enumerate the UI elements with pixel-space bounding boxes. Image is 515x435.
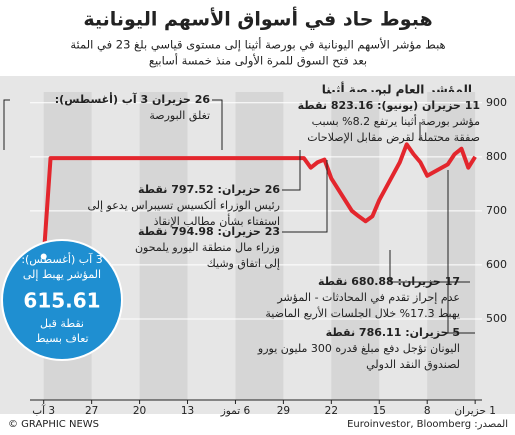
week-stripe (235, 92, 284, 400)
x-tick-label: 29 (277, 405, 290, 417)
week-stripe (331, 92, 380, 400)
x-tick-label: 20 (133, 405, 146, 417)
annotation: 5 حزيران: 786.11 نقطة (326, 326, 460, 339)
leader-line (447, 170, 475, 334)
annotation: تغلق البورصة (149, 109, 210, 123)
annotation: صفقة محتملة لقرض مقابل الإصلاحات (307, 131, 480, 144)
annotation: عدم إحراز تقدم في المحادثات - المؤشر (276, 291, 460, 304)
callout-text: تعاف بسيط (35, 332, 88, 345)
annotation: 26 حزيران: 797.52 نقطة (138, 183, 280, 196)
y-tick-label: 700 (486, 204, 507, 217)
annotation: يهبط 17.3% خلال الجلسات الأربع الماضية (265, 306, 460, 320)
x-tick-label: 15 (373, 405, 386, 417)
leader-line (282, 150, 301, 191)
annotation: 17 حزيران: 680.88 نقطة (318, 275, 460, 288)
leader-line (389, 250, 470, 283)
leader-line (3, 99, 10, 150)
annotation: مؤشر بورصة أثينا يرتفع 8.2% بسبب (312, 114, 480, 128)
callout-text: نقطة قبل (40, 317, 84, 330)
annotation: اليونان تؤجل دفع مبلغ قدره 300 مليون يور… (257, 342, 460, 355)
x-tick-label: 8 (424, 405, 431, 417)
callout-text: 3 آب (أغسطس): (21, 252, 102, 266)
callout-text: المؤشر يهبط إلى (23, 268, 101, 281)
source: المصدر: Euroinvestor, Bloomberg (347, 419, 508, 430)
annotation: لصندوق النقد الدولي (366, 358, 460, 371)
week-stripe (139, 92, 188, 400)
annotation: رئيس الوزراء ألكسيس تسيبراس يدعو إلى (87, 198, 280, 212)
x-tick-label: 27 (85, 405, 98, 417)
y-tick-label: 900 (486, 96, 507, 109)
leader-line (282, 160, 328, 233)
annotation: 11 حزيران (يونيو): 823.16 نقطة (298, 99, 480, 112)
chart-title: هبوط حاد في أسواق الأسهم اليونانية (83, 7, 432, 31)
callout-point (40, 253, 47, 260)
subtitle: بعد فتح السوق للمرة الأولى منذ خمسة أساب… (149, 53, 367, 69)
leader-lines (3, 99, 475, 334)
x-tick-label: 22 (325, 405, 338, 417)
annotation: إلى اتفاق وشيك (207, 257, 280, 270)
callout-value: 615.61 (23, 289, 100, 313)
leader-line (212, 99, 223, 150)
x-tick-label: 6 تموز (220, 405, 251, 417)
credit: © GRAPHIC NEWS (8, 419, 99, 430)
plot: 500 600 700 800 900 1 حزيران 8 15 22 29 6 تموز 13 20… (1, 92, 507, 417)
annotation: وزراء مال منطقة اليورو يلمحون (135, 241, 280, 254)
x-tick-label: 1 حزيران (454, 405, 496, 417)
y-tick-label: 600 (486, 258, 507, 271)
week-stripe (427, 92, 476, 400)
x-tick-label: 13 (181, 405, 194, 417)
x-tick-label: 3 آب (32, 404, 55, 417)
callout-circle (1, 239, 123, 361)
subtitle: هبط مؤشر الأسهم اليونانية في بورصة أثينا… (70, 37, 445, 53)
data-line (41, 142, 477, 257)
annotation: 26 حزيران 3 آب (أغسطس): (55, 92, 211, 106)
y-tick-label: 800 (486, 150, 507, 163)
annotation: 23 حزيران: 794.98 نقطة (138, 225, 280, 238)
y-tick-label: 500 (486, 312, 507, 325)
annotation: استفتاء بشأن مطالب الإنقاذ (154, 213, 280, 228)
